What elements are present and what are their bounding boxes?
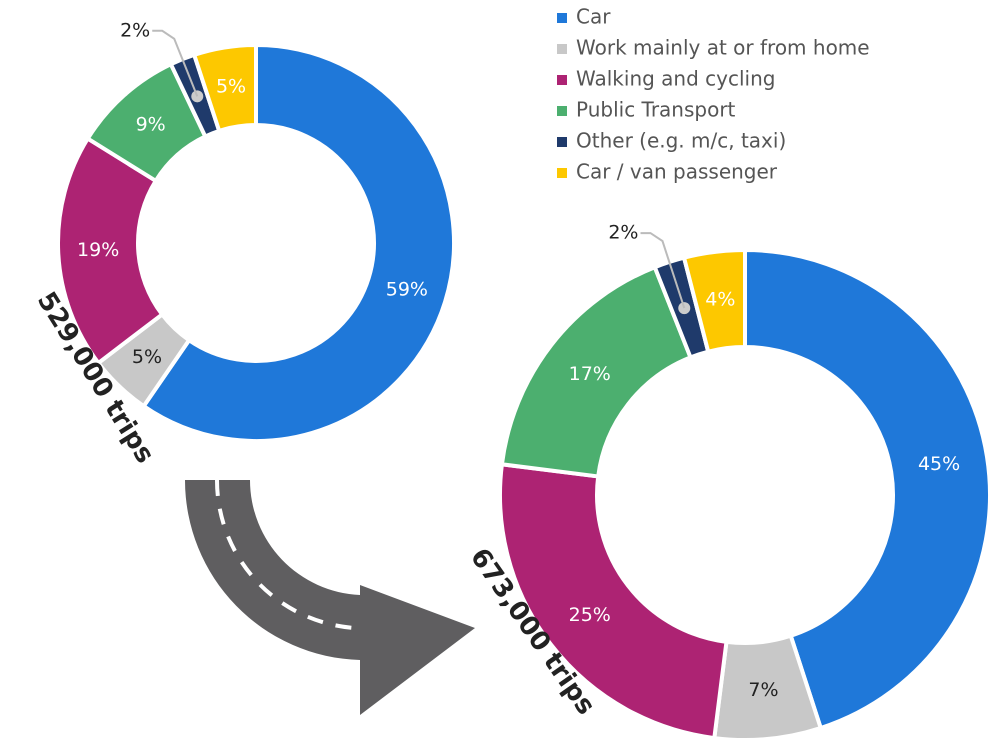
donut-slice xyxy=(56,135,165,366)
value-label: 5% xyxy=(216,75,246,97)
legend-swatch xyxy=(557,137,567,147)
donut-slice xyxy=(191,42,258,134)
arrow-shape xyxy=(184,480,475,715)
legend-swatch xyxy=(557,13,567,23)
value-label: 19% xyxy=(77,239,119,261)
legend-label: Public Transport xyxy=(576,98,736,122)
donut-slice xyxy=(499,264,694,479)
value-label: 5% xyxy=(132,346,162,368)
value-label: 59% xyxy=(386,278,428,300)
leader-line xyxy=(152,29,199,97)
value-label: 25% xyxy=(569,604,611,626)
legend-label: Car / van passenger xyxy=(576,160,778,184)
donut: 59%5%19%9%2%5%529,000 trips xyxy=(31,19,456,469)
leader-line xyxy=(640,232,686,309)
value-label: 17% xyxy=(569,363,611,385)
donut-slice xyxy=(743,247,992,731)
value-label: 2% xyxy=(608,222,638,244)
legend-swatch xyxy=(557,106,567,116)
legend-label: Work mainly at or from home xyxy=(576,36,870,60)
donut-slice xyxy=(140,42,456,443)
value-label: 7% xyxy=(748,679,778,701)
value-label: 4% xyxy=(705,289,735,311)
donut: 45%7%25%17%2%4%673,000 trips xyxy=(464,222,992,739)
road-arrow xyxy=(184,479,475,715)
legend-label: Walking and cycling xyxy=(576,67,775,91)
road-dashes xyxy=(214,479,356,630)
legend-label: Car xyxy=(576,5,611,29)
legend-swatch xyxy=(557,168,567,178)
value-label: 45% xyxy=(918,453,960,475)
donut-slice xyxy=(498,462,729,739)
donut-slice xyxy=(681,247,747,355)
legend-swatch xyxy=(557,44,567,54)
value-label: 2% xyxy=(120,19,150,41)
legend-label: Other (e.g. m/c, taxi) xyxy=(576,129,786,153)
value-label: 9% xyxy=(136,114,166,136)
legend-swatch xyxy=(557,75,567,85)
